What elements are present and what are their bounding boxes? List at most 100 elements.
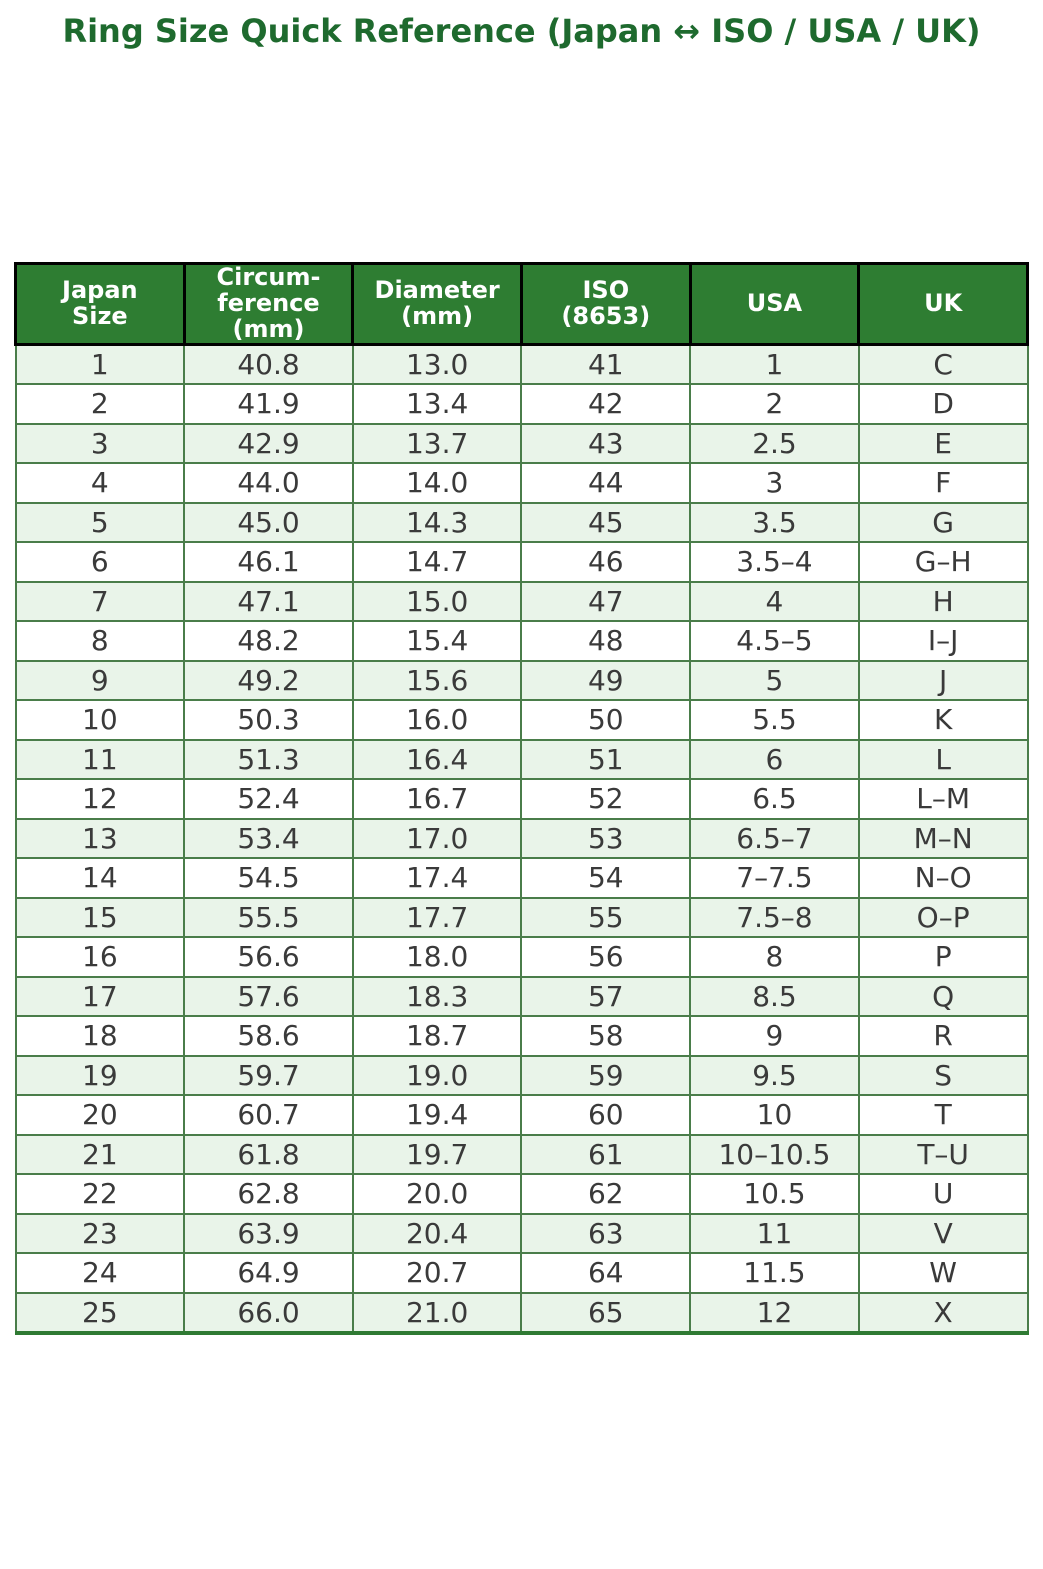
table-cell: 16.7 [351,778,523,820]
table-row: 19 59.7 19.0 59 9.5 S [14,1054,1029,1097]
table-cell: 59 [520,1054,692,1097]
table-cell: 6.5–7 [689,817,860,860]
table-cell: 47.1 [183,580,354,623]
table-cell: 54 [520,857,692,899]
table-cell: 20.7 [351,1252,523,1294]
table-cell: 64.9 [183,1252,354,1294]
table-row: 23 63.9 20.4 63 11 V [14,1212,1029,1255]
table-cell: 53.4 [183,817,354,860]
table-cell: 19.0 [351,1054,523,1097]
table-cell: 19.7 [351,1133,523,1176]
table-cell: K [857,699,1029,741]
table-cell: 44.0 [183,462,354,504]
table-cell: 2.5 [689,422,860,465]
table-cell: 41.9 [183,383,354,425]
table-cell: 8.5 [689,975,860,1018]
table-cell: 62.8 [183,1173,354,1215]
table-cell: 1 [689,343,860,386]
table-cell: 18.0 [351,936,523,978]
table-cell: 8 [14,620,186,662]
table-cell: 9 [14,659,186,702]
table-cell: 52 [520,778,692,820]
table-cell: V [857,1212,1029,1255]
table-cell: 4.5–5 [689,620,860,662]
table-cell: 46.1 [183,541,354,583]
table-cell: 5.5 [689,699,860,741]
table-row: 15 55.5 17.7 55 7.5–8 O–P [14,896,1029,939]
table-cell: 62 [520,1173,692,1215]
table-cell: 10–10.5 [689,1133,860,1176]
table-cell: 57.6 [183,975,354,1018]
table-cell: 58.6 [183,1015,354,1057]
table-cell: E [857,422,1029,465]
table-cell: 15 [14,896,186,939]
table-cell: 14 [14,857,186,899]
table-cell: 7–7.5 [689,857,860,899]
table-cell: 12 [689,1291,860,1336]
table-row: 12 52.4 16.7 52 6.5 L–M [14,778,1029,820]
table-cell: 45 [520,501,692,544]
table-cell: 53 [520,817,692,860]
column-header: USA [688,262,861,346]
table-cell: 2 [14,383,186,425]
table-cell: 5 [689,659,860,702]
table-row: 1 40.8 13.0 41 1 C [14,343,1029,386]
table-cell: 16.0 [351,699,523,741]
table-cell: P [857,936,1029,978]
page-title: Ring Size Quick Reference (Japan ↔ ISO /… [62,12,981,50]
table-cell: 64 [520,1252,692,1294]
table-cell: 48 [520,620,692,662]
table-cell: 25 [14,1291,186,1336]
table-cell: 3.5–4 [689,541,860,583]
table-cell: 7 [14,580,186,623]
table-cell: 50 [520,699,692,741]
table-cell: 49.2 [183,659,354,702]
table-cell: 42 [520,383,692,425]
table-cell: 6.5 [689,778,860,820]
table-cell: G [857,501,1029,544]
table-cell: D [857,383,1029,425]
table-cell: 19.4 [351,1094,523,1136]
table-cell: 55 [520,896,692,939]
table-cell: 18 [14,1015,186,1057]
column-header: UK [857,262,1029,346]
table-cell: 61.8 [183,1133,354,1176]
table-row: 17 57.6 18.3 57 8.5 Q [14,975,1029,1018]
table-cell: 16.4 [351,738,523,781]
table-cell: O–P [857,896,1029,939]
table-cell: L [857,738,1029,781]
table-cell: 51.3 [183,738,354,781]
table-cell: 15.6 [351,659,523,702]
table-row: 25 66.0 21.0 65 12 X [14,1291,1029,1336]
table-cell: J [857,659,1029,702]
table-cell: 20 [14,1094,186,1136]
table-cell: 18.7 [351,1015,523,1057]
table-row: 6 46.1 14.7 46 3.5–4 G–H [14,541,1029,583]
table-row: 22 62.8 20.0 62 10.5 U [14,1173,1029,1215]
table-cell: 40.8 [183,343,354,386]
table-cell: 56.6 [183,936,354,978]
table-cell: 1 [14,343,186,386]
table-cell: 4 [689,580,860,623]
table-row: 4 44.0 14.0 44 3 F [14,462,1029,504]
table-cell: F [857,462,1029,504]
table-cell: 10.5 [689,1173,860,1215]
table-cell: 46 [520,541,692,583]
table-cell: X [857,1291,1029,1336]
table-cell: 48.2 [183,620,354,662]
table-cell: 19 [14,1054,186,1097]
table-cell: 17.0 [351,817,523,860]
table-body: 1 40.8 13.0 41 1 C 2 41.9 13.4 42 2 D 3 42.9 13.7 43 2.5… [14,343,1029,1336]
table-cell: 10 [14,699,186,741]
table-cell: 15.4 [351,620,523,662]
table-row: 3 42.9 13.7 43 2.5 E [14,422,1029,465]
table-cell: U [857,1173,1029,1215]
column-header: Diameter (mm) [351,262,523,346]
ring-size-table-container: Japan Size Circum- ference (mm) Diameter (… [14,262,1029,1336]
table-cell: 6 [14,541,186,583]
table-cell: 14.3 [351,501,523,544]
table-cell: 55.5 [183,896,354,939]
table-cell: 8 [689,936,860,978]
table-cell: 18.3 [351,975,523,1018]
table-cell: T [857,1094,1029,1136]
